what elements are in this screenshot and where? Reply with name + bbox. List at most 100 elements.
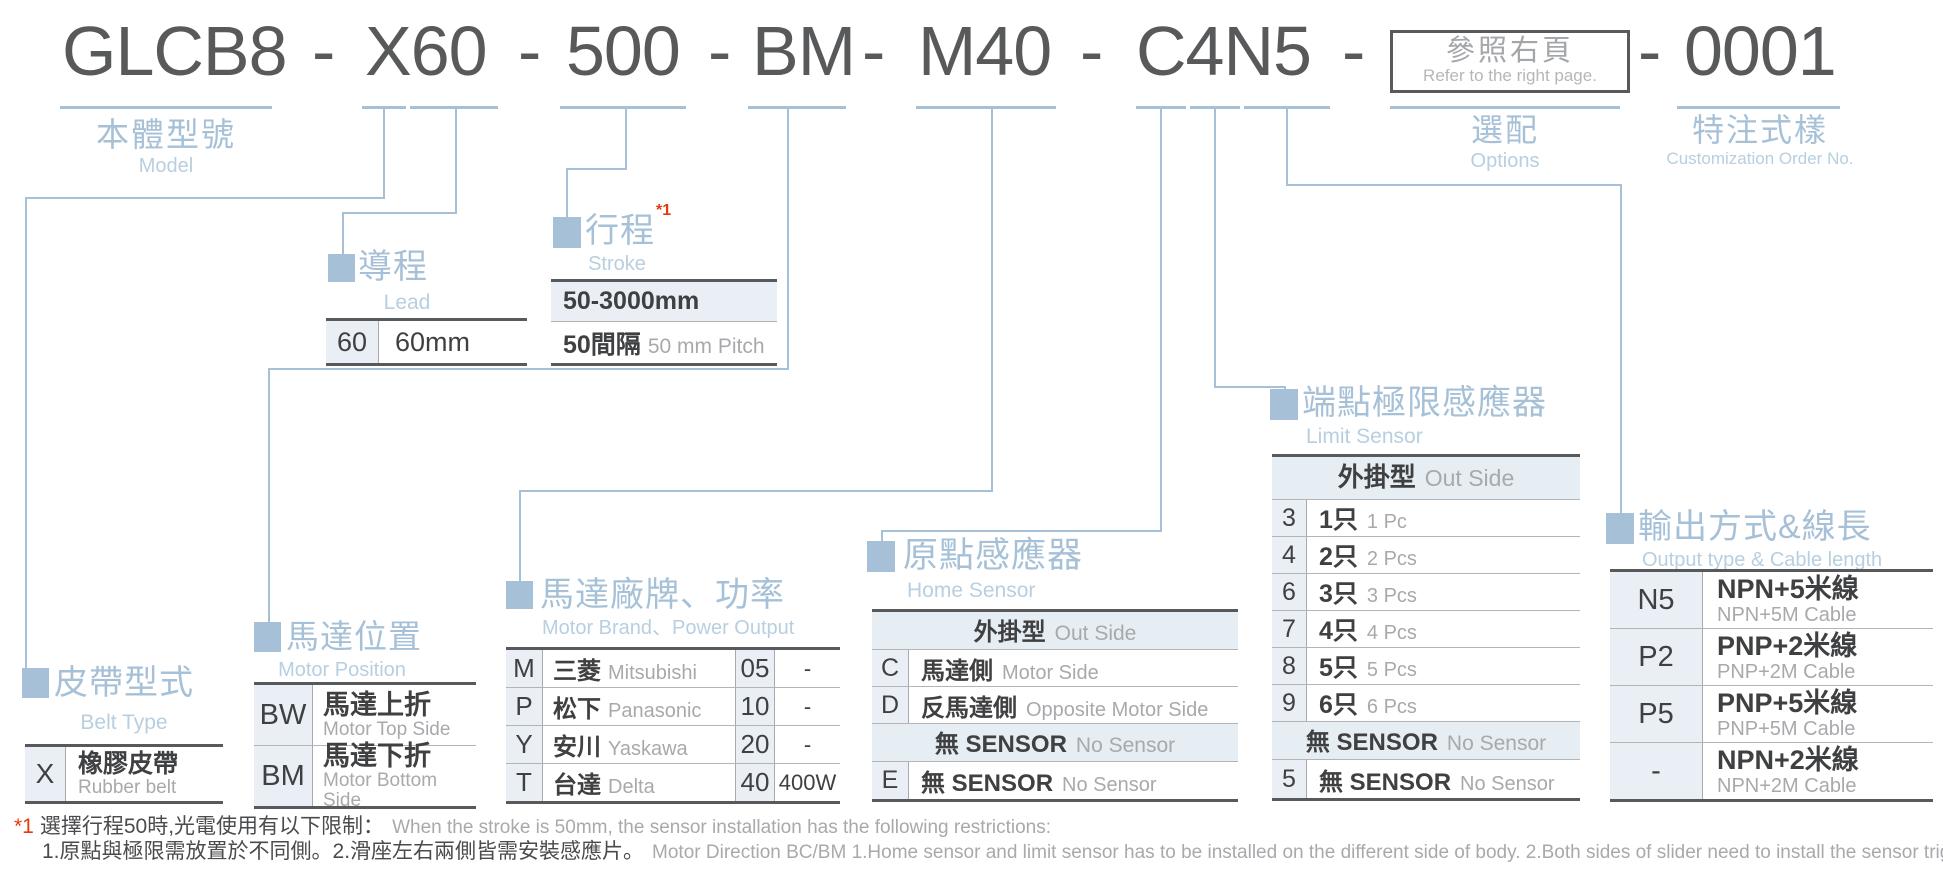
home-bullet-icon (867, 541, 895, 572)
output-n5-code: N5 (1610, 572, 1703, 628)
footnote-line1-zh: 選擇行程50時,光電使用有以下限制： (39, 815, 385, 838)
brand-t-zh: 台達 (553, 772, 601, 799)
limit-row-5: 5 無 SENSOR No Sensor (1272, 759, 1580, 798)
output-dash-code: - (1610, 743, 1703, 799)
underline-serial (1677, 106, 1840, 109)
connector-home-v2 (881, 530, 883, 543)
limit-7-zh: 4只 (1319, 617, 1358, 645)
connector-output-v1 (1286, 106, 1288, 186)
limit-nosensor-header: 無 SENSOR No Sensor (1272, 721, 1580, 759)
home-header-row: 外掛型 Out Side (872, 612, 1238, 649)
output-p5-code: P5 (1610, 686, 1703, 742)
home-d-zh: 反馬達側 (921, 694, 1017, 722)
motorpos-bw-desc: 馬達上折 Motor Top Side (313, 690, 450, 740)
underline-lead (410, 106, 498, 109)
connector-lead-v1 (455, 106, 457, 214)
options-reference-box: 參照右頁 Refer to the right page. (1390, 30, 1630, 93)
brand-y-code: Y (506, 726, 543, 763)
home-row-d: D 反馬達側 Opposite Motor Side (872, 686, 1238, 723)
underline-body (60, 106, 272, 109)
output-p5-en: PNP+5M Cable (1717, 717, 1856, 740)
home-c-zh: 馬達側 (921, 657, 993, 685)
home-nosensor-zh: 無 SENSOR (934, 731, 1067, 758)
customization-label: 特注式樣 Customization Order No. (1638, 112, 1882, 169)
home-row-e: E 無 SENSOR No Sensor (872, 761, 1238, 799)
home-sensor-table: 外掛型 Out Side C 馬達側 Motor Side D 反馬達側 Opp… (872, 609, 1238, 802)
model-code-belt-lead: X60 (365, 12, 488, 90)
options-box-en: Refer to the right page. (1423, 66, 1597, 86)
limit-3-code: 3 (1272, 500, 1307, 536)
customization-label-en: Customization Order No. (1666, 148, 1854, 168)
belt-desc-cell: 橡膠皮帶 Rubber belt (66, 750, 178, 798)
stroke-title-en: Stroke (588, 253, 646, 275)
home-nosensor-en: No Sensor (1075, 734, 1176, 757)
output-row-p2: P2 PNP+2米線 PNP+2M Cable (1610, 628, 1933, 685)
brand-m-code: M (506, 650, 543, 687)
motorpos-bm-code: BM (254, 746, 313, 806)
lead-row: 60 60mm (326, 321, 527, 363)
dash-5: - (1080, 12, 1103, 90)
dash-2: - (518, 12, 541, 90)
stroke-table: 50-3000mm 50間隔 50 mm Pitch (551, 279, 777, 366)
model-code-serial: 0001 (1684, 12, 1837, 90)
model-code-motor-pos: BM (752, 12, 856, 90)
stroke-range-cell: 50-3000mm (563, 287, 700, 315)
home-title-zh: 原點感應器 (903, 536, 1084, 575)
dash-1: - (312, 12, 335, 90)
connector-stroke-v1 (625, 106, 627, 170)
home-header-zh: 外掛型 (973, 619, 1046, 646)
brand-t-en: Delta (608, 776, 655, 798)
output-title-zh: 輸出方式&線長 (1638, 508, 1872, 546)
stroke-range-row: 50-3000mm (551, 282, 777, 321)
brand-t-power: 400W (778, 769, 837, 795)
output-p5-zh: PNP+5米線 (1717, 688, 1858, 719)
options-label: 選配 Options (1390, 112, 1620, 173)
limit-3-en: 1 Pc (1366, 511, 1407, 533)
limit-row-8: 8 5只 5 Pcs (1272, 647, 1580, 684)
home-e-zh: 無 SENSOR (921, 770, 1054, 797)
limit-bullet-icon (1270, 389, 1298, 420)
lead-table: 60 60mm (326, 318, 527, 366)
home-title-en: Home Sensor (907, 579, 1036, 602)
footnote-line1: *1 選擇行程50時,光電使用有以下限制： When the stroke is 5… (14, 814, 1051, 840)
brand-row-y: Y 安川 Yaskawa 20 - (506, 725, 840, 763)
connector-lead-v2 (342, 212, 344, 256)
output-n5-en: NPN+5M Cable (1717, 603, 1857, 626)
motorpos-bw-code: BW (254, 685, 313, 745)
connector-motorpos-h (268, 368, 789, 370)
stroke-footnote-mark: *1 (656, 202, 672, 219)
motorpos-title-zh: 馬達位置 (286, 618, 422, 655)
brand-p-en: Panasonic (608, 700, 702, 722)
model-code-body: GLCB8 (62, 12, 288, 90)
belt-title-zh: 皮帶型式 (54, 664, 194, 702)
home-d-code: D (872, 687, 909, 723)
limit-6-en: 3 Pcs (1366, 585, 1417, 607)
limit-row-9: 9 6只 6 Pcs (1272, 684, 1580, 721)
model-label: 本體型號 Model (60, 116, 272, 178)
dash-7: - (1638, 12, 1661, 90)
connector-belt-v1 (383, 106, 385, 199)
home-row-c: C 馬達側 Motor Side (872, 649, 1238, 686)
lead-desc-cell: 60mm (395, 326, 471, 357)
dash-4: - (862, 12, 885, 90)
underline-stroke (560, 106, 686, 109)
brand-m-en: Mitsubishi (608, 662, 697, 684)
limit-sensor-table: 外掛型 Out Side 3 1只 1 Pc 4 2只 2 Pcs 6 3只 3… (1272, 454, 1580, 801)
connector-motorpos-v1 (787, 106, 789, 370)
connector-home-h (881, 530, 1162, 532)
stroke-title-zh: 行程 (585, 212, 655, 250)
connector-brand-v1 (991, 106, 993, 492)
output-row-n5: N5 NPN+5米線 NPN+5M Cable (1610, 572, 1933, 628)
limit-9-code: 9 (1272, 685, 1307, 721)
options-label-en: Options (1470, 149, 1540, 172)
brand-m-power: - (803, 655, 812, 681)
limit-4-code: 4 (1272, 537, 1307, 573)
output-dash-zh: NPN+2米線 (1717, 745, 1859, 776)
belt-row: X 橡膠皮帶 Rubber belt (25, 747, 223, 801)
brand-t-code: T (506, 764, 543, 801)
output-p2-code: P2 (1610, 629, 1703, 685)
output-p5-desc: PNP+5米線 PNP+5M Cable (1703, 688, 1857, 739)
connector-limit-v1 (1214, 106, 1216, 388)
brand-y-zh: 安川 (553, 734, 601, 761)
connector-brand-h (519, 490, 993, 492)
